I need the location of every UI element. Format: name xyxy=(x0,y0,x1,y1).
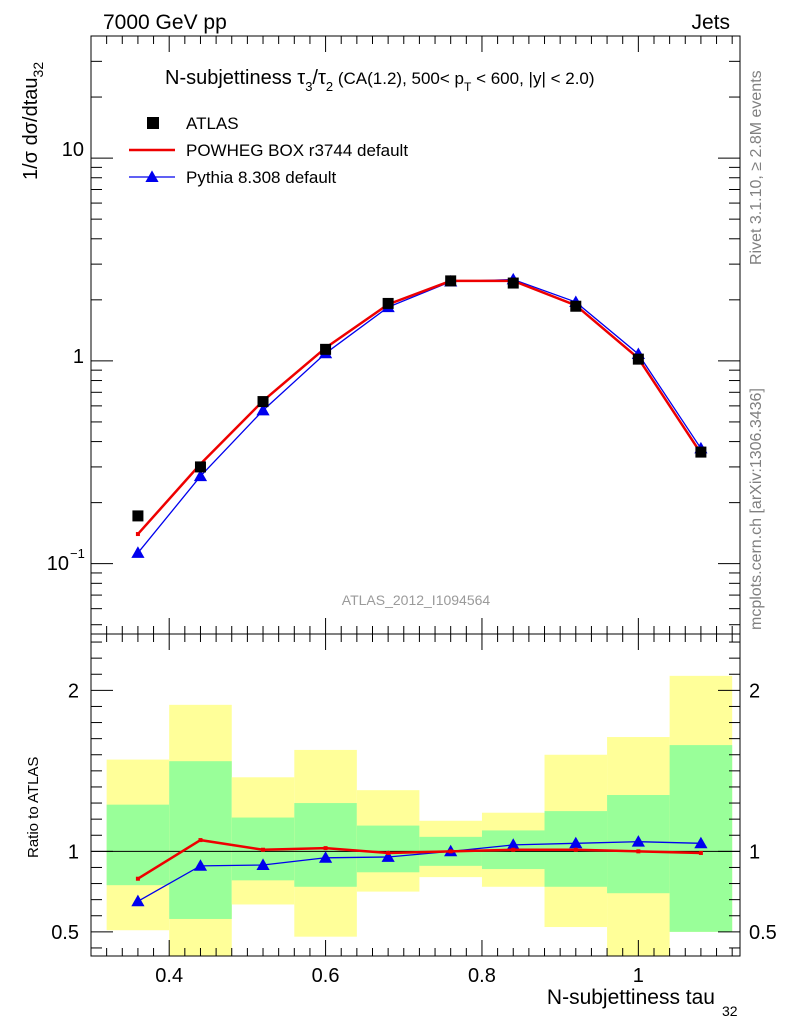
rivet-label: Rivet 3.1.10, ≥ 2.8M events xyxy=(748,70,765,265)
header-right: Jets xyxy=(691,11,730,34)
header-left: 7000 GeV pp xyxy=(103,11,227,34)
band-inner-bin-0 xyxy=(106,804,170,886)
x-tick-label: 0.8 xyxy=(468,965,496,987)
powheg-ratio-point xyxy=(135,876,140,881)
band-inner-bin-4 xyxy=(356,825,420,873)
ratio-uncertainty-bands xyxy=(106,675,733,956)
powheg-ratio-point xyxy=(698,850,703,855)
legend-marker-pythia xyxy=(145,170,159,182)
powheg-ratio-point xyxy=(636,849,641,854)
ratio-y-tick-label: 1 xyxy=(68,841,79,863)
powheg-main-line xyxy=(136,279,702,535)
atlas-data-point xyxy=(507,277,519,289)
pythia-ratio-point xyxy=(193,859,208,871)
pythia-main-point xyxy=(193,469,208,482)
atlas-data-point xyxy=(695,446,707,458)
atlas-data-point xyxy=(194,461,206,473)
pythia-main-point xyxy=(256,403,270,416)
ratio-frame xyxy=(90,633,741,957)
ratio-ylabel: Ratio to ATLAS xyxy=(25,757,42,858)
pythia-ratio-point xyxy=(381,850,395,862)
powheg-ratio-point xyxy=(511,847,516,852)
ratio-y-tick-label: 0.5 xyxy=(51,922,79,944)
main-title: N-subjettiness τ3/τ2 (CA(1.2), 500< pT <… xyxy=(165,67,595,94)
powheg-ratio-point xyxy=(261,847,266,852)
legend-label-1: POWHEG BOX r3744 default xyxy=(186,141,408,160)
band-inner-bin-3 xyxy=(294,803,357,887)
x-tick-label: 0.6 xyxy=(312,965,340,987)
pythia-ratio-point xyxy=(506,838,520,850)
powheg-ratio-point xyxy=(323,846,328,851)
powheg-main-point xyxy=(135,532,140,537)
x-axis-title: N-subjettiness tau xyxy=(547,986,715,1009)
atlas-data-point xyxy=(320,343,332,355)
legend-marker-atlas xyxy=(147,117,159,129)
analysis-id: ATLAS_2012_I1094564 xyxy=(342,592,491,608)
x-axis-title-sub: 32 xyxy=(722,1003,738,1019)
atlas-data-point xyxy=(132,510,144,522)
pythia-ratio-point xyxy=(256,858,270,870)
atlas-data-point xyxy=(445,275,457,287)
powheg-ratio-point xyxy=(448,849,453,854)
legend-label-0: ATLAS xyxy=(186,114,239,133)
x-tick-label: 1 xyxy=(633,965,644,987)
atlas-data-point xyxy=(382,297,394,309)
atlas-data-point xyxy=(632,353,644,365)
atlas-data-point xyxy=(570,300,582,312)
powheg-ratio-point xyxy=(198,838,203,843)
series-marks xyxy=(131,272,708,907)
main-ytick-label-10: 10 xyxy=(62,139,84,161)
main-ytick-label-0.1-exp: −1 xyxy=(70,546,85,561)
pythia-ratio-point xyxy=(631,835,645,847)
pythia-ratio-point xyxy=(694,836,708,849)
mcplots-label: mcplots.cern.ch [arXiv:1306.3436] xyxy=(748,388,765,630)
legend-label-2: Pythia 8.308 default xyxy=(186,168,337,187)
pythia-ratio-point xyxy=(131,894,145,907)
ratio-y-tick-label-right: 0.5 xyxy=(749,922,777,944)
powheg-ratio-point xyxy=(573,847,578,852)
main-ylabel: 1/σ dσ/dtau32 xyxy=(20,62,46,180)
ratio-y-tick-label: 2 xyxy=(68,680,79,702)
x-tick-label: 0.4 xyxy=(155,965,183,987)
ratio-y-tick-label-right: 2 xyxy=(749,680,760,702)
powheg-ratio-line xyxy=(137,838,701,880)
ratio-y-tick-label-right: 1 xyxy=(749,841,760,863)
pythia-ratio-point xyxy=(569,836,583,849)
main-ytick-label-0.1: 10 xyxy=(47,553,69,575)
pythia-ratio-point xyxy=(318,851,333,863)
pythia-main-line xyxy=(137,278,702,554)
powheg-ratio-point xyxy=(386,850,391,855)
pythia-main-point xyxy=(131,546,145,558)
main-ytick-label-1: 1 xyxy=(73,346,84,368)
atlas-data-point xyxy=(257,396,269,408)
legend: ATLAS POWHEG BOX r3744 default Pythia 8.30… xyxy=(129,114,408,187)
pythia-ratio-line xyxy=(137,841,701,902)
